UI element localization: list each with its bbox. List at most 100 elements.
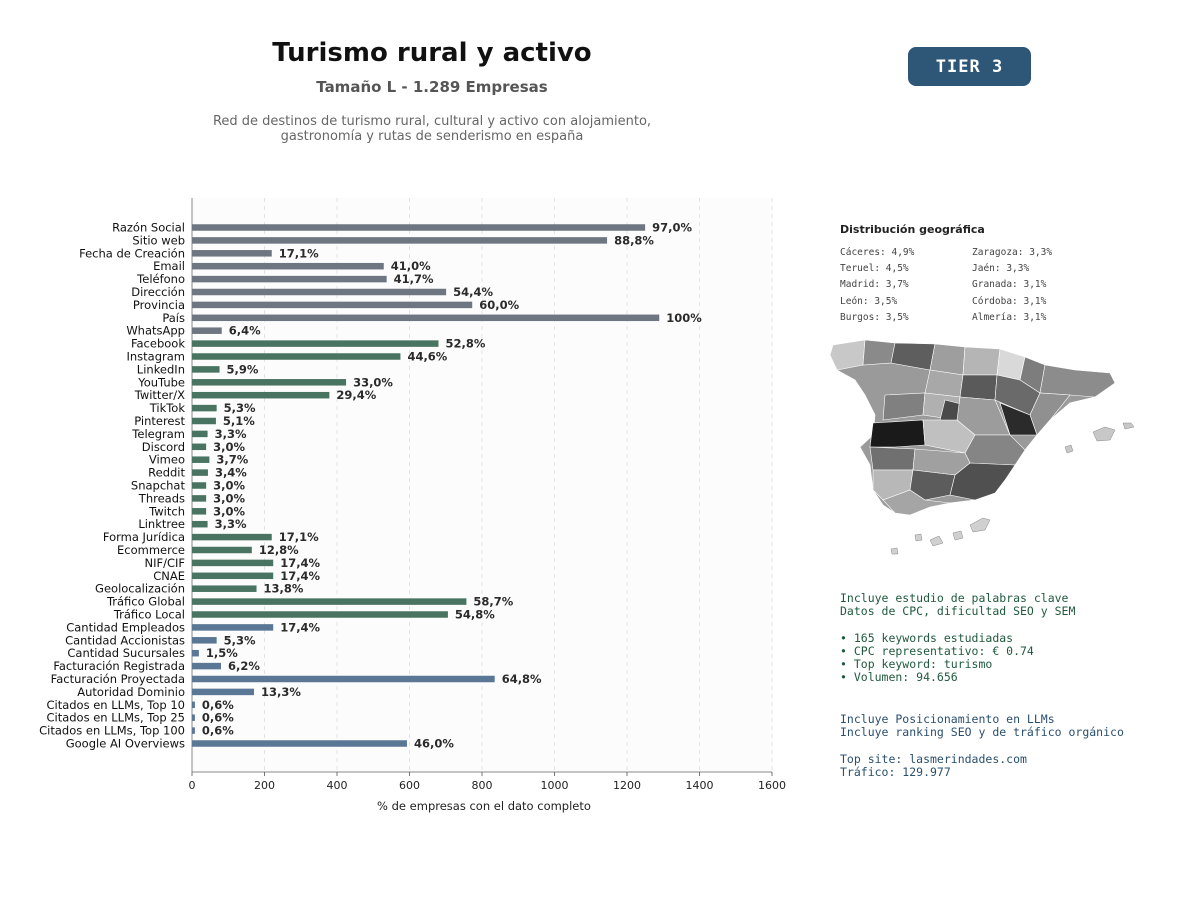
bar xyxy=(192,701,195,709)
value-label: 17,4% xyxy=(280,569,320,583)
category-label: Linktree xyxy=(138,517,185,531)
value-label: 0,6% xyxy=(202,711,234,725)
value-label: 88,8% xyxy=(614,233,654,247)
bar xyxy=(192,288,447,296)
bar xyxy=(192,675,495,683)
category-label: Geolocalización xyxy=(95,582,185,596)
bar xyxy=(192,662,221,670)
value-label: 3,3% xyxy=(215,427,247,441)
value-label: 17,1% xyxy=(279,530,319,544)
bar xyxy=(192,314,660,322)
x-axis-label: % de empresas con el dato completo xyxy=(377,799,591,813)
keywords-bullet-1: • 165 keywords estudiadas xyxy=(840,630,1014,645)
bar xyxy=(192,714,195,721)
geo-item: Burgos: 3,5% xyxy=(840,311,909,323)
category-label: Citados en LLMs, Top 25 xyxy=(46,711,185,725)
category-label: Cantidad Accionistas xyxy=(65,633,185,647)
bar xyxy=(192,740,407,747)
bar xyxy=(192,598,467,605)
category-label: Threads xyxy=(138,491,185,505)
value-label: 97,0% xyxy=(652,221,692,235)
geo-item: Almería: 3,1% xyxy=(972,311,1047,323)
geo-item: Jaén: 3,3% xyxy=(972,263,1030,275)
x-tick-label: 1600 xyxy=(758,779,786,792)
geo-item: Madrid: 3,7% xyxy=(840,279,909,291)
llm-traffic: Tráfico: 129.977 xyxy=(840,764,951,779)
page-title: Turismo rural y activo xyxy=(272,38,592,68)
value-label: 3,0% xyxy=(213,491,245,505)
value-label: 33,0% xyxy=(353,375,393,389)
keywords-bullet-2: • CPC representativo: € 0.74 xyxy=(840,643,1034,658)
bar xyxy=(192,520,208,528)
bar xyxy=(192,443,207,451)
bar xyxy=(192,585,257,592)
bar xyxy=(192,508,207,515)
page-subtitle: Tamaño L - 1.289 Empresas xyxy=(316,78,548,96)
category-label: Facebook xyxy=(131,337,185,351)
category-label: País xyxy=(162,311,185,325)
geo-item: Granada: 3,1% xyxy=(972,279,1047,291)
category-label: Facturación Registrada xyxy=(53,659,185,673)
bar xyxy=(192,353,401,360)
bar xyxy=(192,379,347,386)
bar xyxy=(192,637,217,644)
value-label: 13,3% xyxy=(261,685,301,699)
x-tick-label: 200 xyxy=(254,779,275,792)
category-label: TikTok xyxy=(149,401,186,415)
bar xyxy=(192,495,207,502)
bar xyxy=(192,430,208,438)
value-label: 3,0% xyxy=(213,440,245,454)
bar xyxy=(192,727,195,734)
value-label: 0,6% xyxy=(202,724,234,738)
llm-spacer xyxy=(840,739,1124,752)
category-label: Citados en LLMs, Top 100 xyxy=(39,724,185,738)
value-label: 13,8% xyxy=(264,582,304,596)
value-label: 54,4% xyxy=(453,285,493,299)
value-label: 29,4% xyxy=(336,388,376,402)
category-label: Dirección xyxy=(131,285,185,299)
category-label: Teléfono xyxy=(136,272,185,286)
x-tick-label: 400 xyxy=(327,779,348,792)
x-tick-label: 1400 xyxy=(686,779,714,792)
category-label: Forma Jurídica xyxy=(103,530,185,544)
value-label: 5,3% xyxy=(224,401,256,415)
bar xyxy=(192,262,384,270)
category-label: Google AI Overviews xyxy=(66,737,185,751)
category-label: NIF/CIF xyxy=(144,556,185,570)
category-label: Reddit xyxy=(148,466,185,480)
category-label: Cantidad Sucursales xyxy=(67,646,185,660)
bar xyxy=(192,224,646,231)
category-label: Twitter/X xyxy=(134,388,185,402)
llm-line-1: Incluye Posicionamiento en LLMs xyxy=(840,712,1055,726)
value-label: 41,0% xyxy=(391,259,431,273)
value-label: 41,7% xyxy=(394,272,434,286)
bar xyxy=(192,340,439,347)
geo-item: León: 3,5% xyxy=(840,295,898,307)
bar xyxy=(192,546,252,554)
category-label: Cantidad Empleados xyxy=(66,620,185,634)
value-label: 3,4% xyxy=(215,466,247,480)
description-line-1: Red de destinos de turismo rural, cultur… xyxy=(212,114,652,129)
bar xyxy=(192,559,274,567)
bar xyxy=(192,611,448,618)
keywords-line-1: Incluye estudio de palabras clave xyxy=(840,591,1069,605)
bar xyxy=(192,327,222,334)
value-label: 12,8% xyxy=(259,543,299,557)
category-label: Pinterest xyxy=(134,414,185,428)
bar xyxy=(192,301,473,309)
geo-item: Cáceres: 4,9% xyxy=(840,247,915,258)
value-label: 64,8% xyxy=(502,672,542,686)
category-label: Snapchat xyxy=(131,479,186,493)
llm-top-site: Top site: lasmerindades.com xyxy=(840,751,1027,766)
value-label: 17,1% xyxy=(279,246,319,260)
bar xyxy=(192,250,272,257)
value-label: 1,5% xyxy=(206,646,238,660)
bar xyxy=(192,417,216,425)
category-label: Sitio web xyxy=(132,233,185,247)
value-label: 6,2% xyxy=(228,659,260,673)
value-label: 0,6% xyxy=(202,698,234,712)
value-label: 60,0% xyxy=(479,298,519,312)
value-label: 3,7% xyxy=(216,453,248,467)
category-label: Instagram xyxy=(126,350,185,364)
value-label: 44,6% xyxy=(407,350,447,364)
